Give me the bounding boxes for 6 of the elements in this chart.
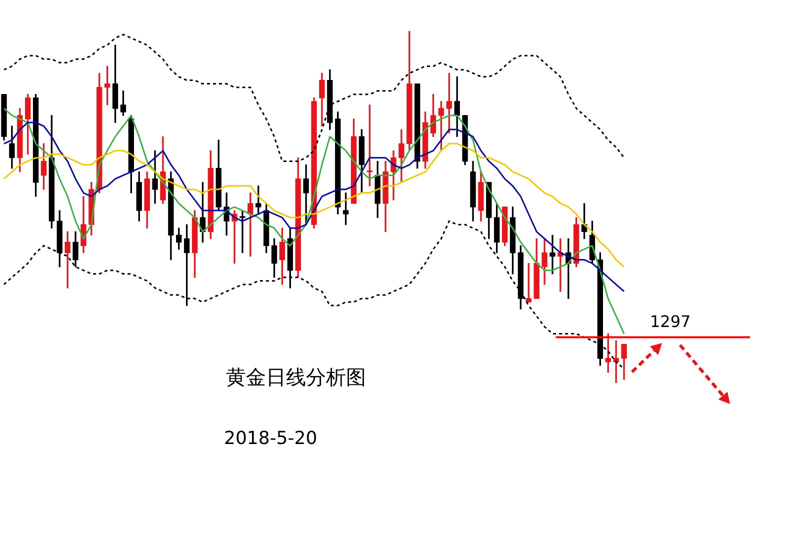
candlestick — [240, 210, 246, 254]
text: 2018-5-20 — [224, 428, 318, 449]
candlestick — [550, 234, 556, 274]
annotation: 黄金日线分析图 — [226, 364, 366, 391]
candlestick — [64, 231, 70, 288]
text: 1297 — [650, 312, 691, 331]
